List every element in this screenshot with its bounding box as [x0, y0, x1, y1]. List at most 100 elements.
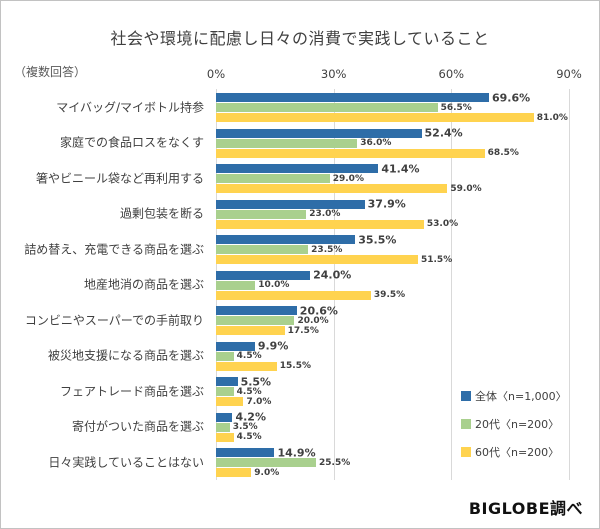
- source-credit: BIGLOBE調べ: [468, 499, 583, 518]
- multiple-answer-note: （複数回答）: [14, 65, 87, 79]
- value-label: 4.2%: [235, 410, 266, 424]
- value-label: 41.4%: [381, 162, 420, 175]
- value-label: 68.5%: [487, 148, 519, 158]
- bar: [216, 397, 244, 406]
- bar: [216, 432, 234, 442]
- x-tick-label: 30%: [320, 67, 347, 81]
- bar: [216, 184, 448, 193]
- bar: [216, 341, 255, 351]
- x-axis: 0% 30% 60% 90%: [207, 67, 582, 83]
- bar: [216, 164, 379, 173]
- legend-item: 60代〈n=200〉: [461, 441, 559, 459]
- category-label: 日々実践していることはない: [48, 455, 204, 470]
- value-label: 20.6%: [299, 304, 338, 317]
- bar: [216, 245, 309, 254]
- category-label: マイバッグ/マイボトル持参: [56, 100, 204, 115]
- bar: [216, 458, 317, 467]
- value-label: 29.0%: [332, 173, 364, 184]
- value-label: 7.0%: [246, 396, 272, 407]
- category-label: フェアトレード商品を選ぶ: [59, 384, 204, 399]
- legend-swatch: [461, 446, 471, 457]
- bar: [216, 93, 489, 102]
- bar: [216, 113, 534, 122]
- legend-item: 20代〈n=200〉: [461, 413, 559, 431]
- value-label: 69.6%: [491, 91, 531, 104]
- bar: [216, 361, 277, 371]
- bar: [216, 422, 230, 432]
- legend-swatch: [461, 390, 471, 401]
- bar: [216, 468, 252, 477]
- category-label: 過剰包装を断る: [119, 206, 204, 221]
- bar: [216, 270, 311, 280]
- value-label: 15.5%: [279, 361, 312, 371]
- bar: [216, 219, 424, 229]
- gridline: [569, 89, 570, 480]
- value-label: 56.5%: [440, 102, 472, 113]
- legend-label: 60代〈n=200〉: [475, 445, 560, 459]
- category-label: 箸やビニール袋など再利用する: [35, 171, 204, 186]
- value-label: 9.9%: [257, 339, 289, 353]
- bar: [216, 387, 234, 396]
- bar: [216, 412, 233, 422]
- bar: [216, 235, 356, 244]
- value-label: 37.9%: [367, 197, 406, 211]
- bar: [216, 448, 275, 457]
- legend-label: 20代〈n=200〉: [475, 417, 560, 431]
- bar: [216, 290, 371, 300]
- category-labels: マイバッグ/マイボトル持参 家庭での食品ロスをなくす箸やビニール袋など再利用する過…: [1, 89, 210, 480]
- category-label: 寄付がついた商品を選ぶ: [71, 419, 204, 434]
- bar: [216, 174, 330, 183]
- value-label: 20.0%: [297, 315, 329, 326]
- value-label: 17.5%: [287, 325, 319, 336]
- value-label: 4.5%: [236, 386, 262, 397]
- category-label: 家庭での食品ロスをなくす: [59, 135, 204, 150]
- x-tick-label: 60%: [438, 67, 465, 81]
- bar: [216, 306, 297, 315]
- category-label: 詰め替え、充電できる商品を選ぶ: [24, 242, 204, 257]
- value-label: 9.0%: [254, 467, 280, 478]
- value-label: 51.5%: [420, 254, 453, 265]
- bar: [216, 377, 238, 386]
- legend-swatch: [461, 418, 471, 429]
- value-label: 59.0%: [450, 183, 482, 194]
- legend-item: 全体〈n=1,000〉: [461, 385, 567, 403]
- value-label: 52.4%: [424, 126, 463, 140]
- value-label: 3.5%: [232, 422, 258, 432]
- legend-label: 全体〈n=1,000〉: [475, 389, 567, 403]
- value-label: 23.5%: [311, 244, 343, 255]
- bar: [216, 199, 365, 209]
- value-label: 25.5%: [319, 457, 351, 468]
- bar: [216, 138, 358, 148]
- value-label: 5.5%: [240, 375, 272, 388]
- gridline: [333, 89, 335, 480]
- value-label: 4.5%: [236, 351, 262, 361]
- value-label: 23.0%: [309, 209, 341, 219]
- value-label: 24.0%: [313, 268, 352, 282]
- value-label: 14.9%: [277, 446, 316, 459]
- value-label: 81.0%: [536, 112, 568, 123]
- value-label: 35.5%: [358, 233, 397, 246]
- chart-title: 社会や環境に配慮し日々の消費で実践していること: [110, 29, 490, 48]
- x-tick-label: 90%: [556, 67, 582, 81]
- plot-area: 69.6% 56.5% 81.0% 52.4% 36.0% 68.5% 41.4% 29.0%…: [216, 89, 570, 480]
- bar: [216, 209, 307, 219]
- bar: [216, 128, 422, 138]
- category-label: 地産地消の商品を選ぶ: [83, 277, 204, 292]
- category-label: 被災地支援になる商品を選ぶ: [47, 348, 204, 363]
- gridline: [451, 89, 453, 480]
- x-tick-label: 0%: [206, 67, 226, 81]
- value-label: 39.5%: [373, 290, 406, 300]
- bar: [216, 103, 438, 112]
- bar: [216, 316, 295, 325]
- bar: [216, 148, 485, 158]
- category-label: コンビニやスーパーでの手前取り: [24, 313, 204, 328]
- value-label: 10.0%: [258, 280, 290, 290]
- value-label: 36.0%: [360, 138, 392, 148]
- bar: [216, 255, 418, 264]
- bar: [216, 326, 285, 335]
- bar: [216, 351, 234, 361]
- bar: [216, 280, 256, 290]
- value-label: 4.5%: [236, 432, 262, 442]
- value-label: 53.0%: [426, 219, 459, 229]
